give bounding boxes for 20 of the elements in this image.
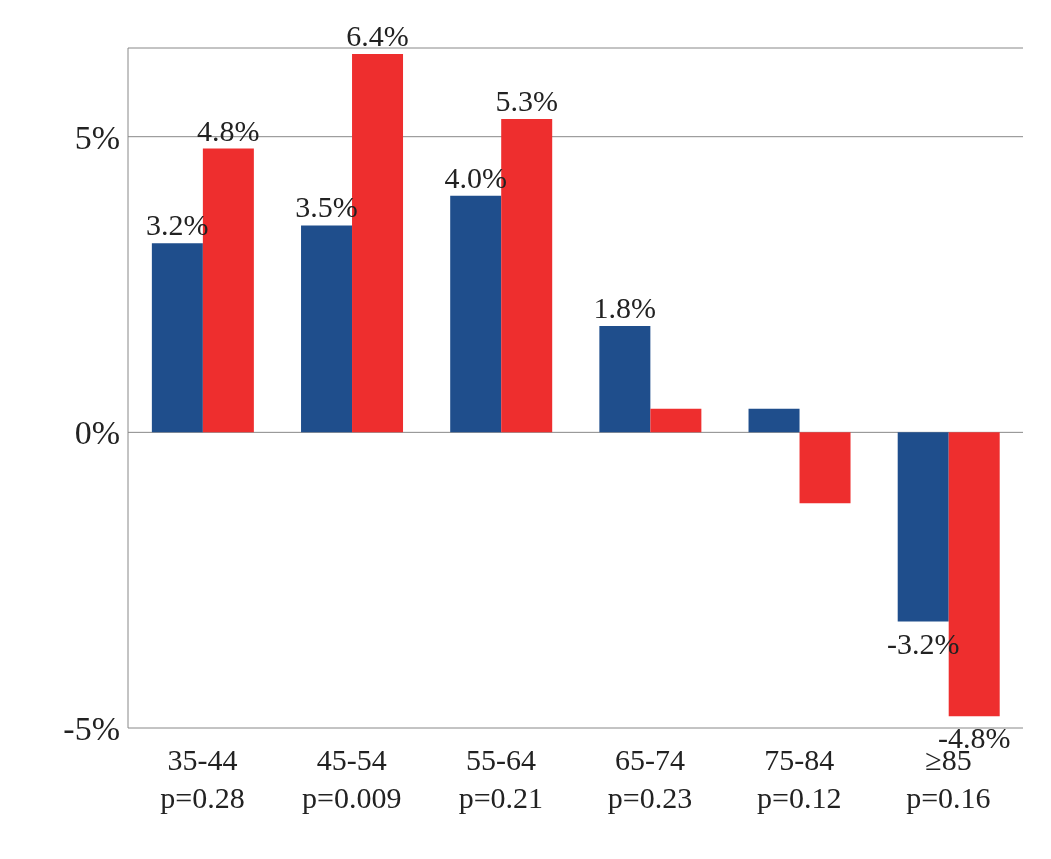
x-tick-label: 55-64 p=0.21 [458,743,544,814]
x-tick-label: 45-54 p=0.009 [302,743,402,814]
data-label: 1.8% [593,290,657,324]
data-label: 5.3% [495,83,558,117]
bar [897,432,949,622]
bar [650,408,702,433]
x-tick-label: 75-84 p=0.12 [757,743,842,814]
bar [301,225,353,433]
bar [151,243,203,433]
bar [599,325,651,433]
data-label: 4.8% [197,113,260,147]
x-tick-label: 35-44 p=0.28 [160,743,245,814]
bar [748,408,800,433]
y-tick-label: 5% [74,118,120,156]
y-tick-label: -5% [63,710,120,748]
y-tick-label: 0% [74,414,120,452]
x-tick-label: 65-74 p=0.23 [607,743,693,814]
data-label: 6.4% [346,18,409,52]
bar [450,195,502,433]
bar [799,432,851,504]
